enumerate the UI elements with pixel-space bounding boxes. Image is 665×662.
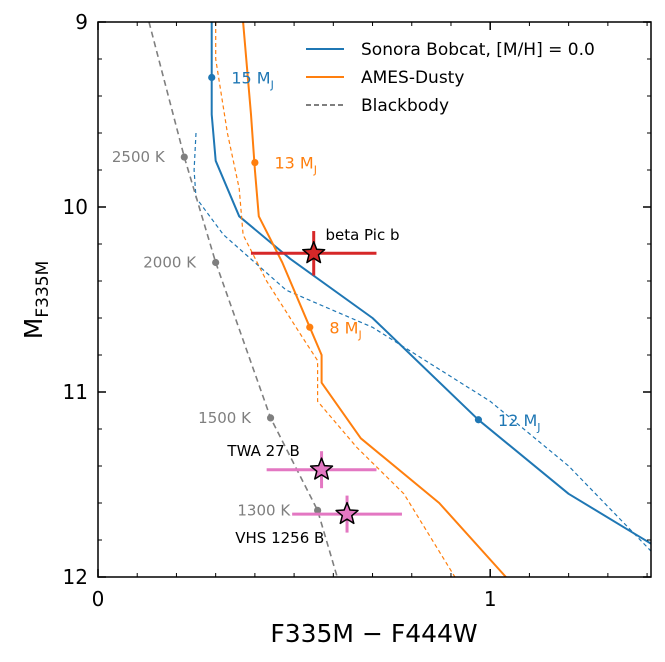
label-layer: 15 MJ 13 MJ 8 MJ 12 MJ 2500 K 2000 K 1500 K 130… — [112, 69, 541, 548]
object-label-1: TWA 27 B — [226, 442, 299, 460]
object-layer — [250, 231, 402, 533]
object-star-1 — [309, 457, 334, 480]
model-point-2 — [251, 159, 259, 167]
y-tick-label-1: 10 — [63, 195, 88, 219]
object-label-2: VHS 1256 B — [235, 529, 324, 547]
model-point-6 — [266, 414, 275, 422]
legend: Sonora Bobcat, [M/H] = 0.0 AMES-Dusty Blac… — [306, 40, 595, 116]
tick-layer: 0 1 9 10 11 12 — [63, 10, 651, 611]
mass-label-0: 15 MJ — [231, 69, 274, 92]
legend-label-1: AMES-Dusty — [361, 68, 464, 88]
plot-area: Sonora Bobcat, [M/H] = 0.0 AMES-Dusty Blac… — [148, 22, 651, 577]
temp-label-2: 1500 K — [198, 409, 252, 427]
series-line-4 — [148, 22, 338, 577]
mass-label-1: 13 MJ — [274, 154, 317, 177]
temp-label-1: 2000 K — [143, 254, 197, 272]
y-axis-title: MF335M — [19, 261, 53, 339]
series-line-1 — [193, 132, 651, 552]
object-label-0: beta Pic b — [325, 226, 399, 244]
temp-label-0: 2500 K — [112, 148, 166, 166]
y-tick-label-3: 12 — [63, 565, 88, 589]
x-tick-label-1: 1 — [484, 587, 497, 611]
model-point-4 — [180, 153, 188, 161]
temp-label-3: 1300 K — [237, 501, 291, 519]
object-star-2 — [335, 501, 359, 525]
series-line-3 — [215, 22, 456, 577]
x-tick-label-0: 0 — [92, 587, 105, 611]
model-point-5 — [212, 258, 220, 267]
legend-label-0: Sonora Bobcat, [M/H] = 0.0 — [361, 40, 595, 60]
x-axis-title: F335M − F444W — [270, 619, 477, 648]
model-point-1 — [474, 416, 483, 424]
model-point-7 — [314, 506, 322, 514]
y-tick-label-0: 9 — [75, 10, 88, 34]
marker-layer — [180, 73, 483, 514]
series-line-0 — [210, 22, 651, 545]
model-point-3 — [306, 323, 314, 331]
y-tick-label-2: 11 — [63, 380, 88, 404]
model-point-0 — [208, 73, 216, 82]
object-star-0 — [302, 241, 326, 264]
legend-label-2: Blackbody — [361, 96, 449, 116]
mass-label-2: 8 MJ — [329, 318, 361, 341]
mass-label-3: 12 MJ — [498, 411, 541, 434]
plot-frame — [97, 21, 652, 578]
